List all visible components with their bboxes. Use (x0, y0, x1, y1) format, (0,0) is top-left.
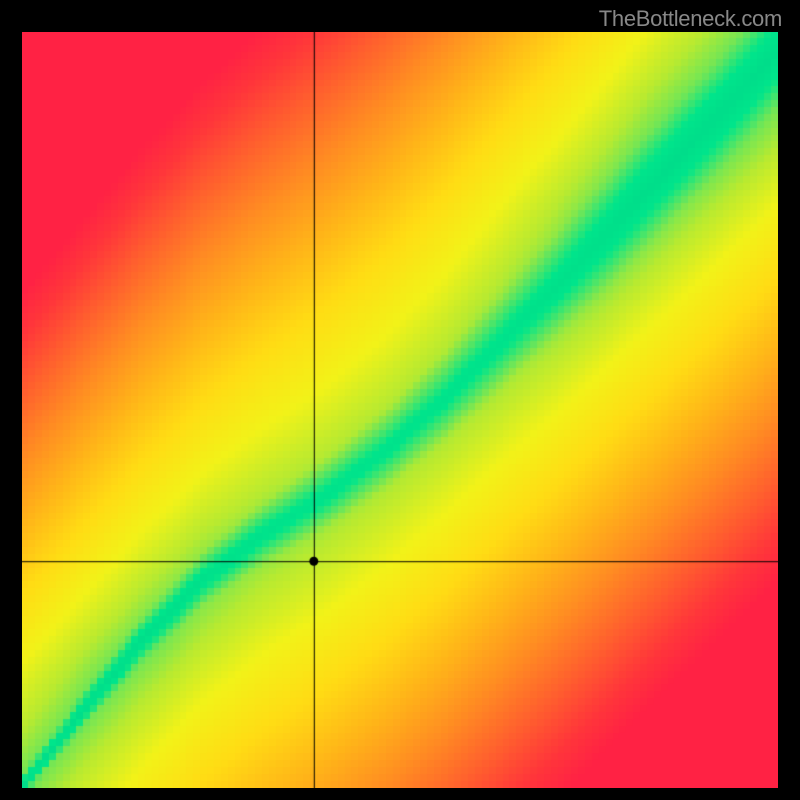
watermark-text: TheBottleneck.com (599, 6, 782, 32)
bottleneck-heatmap (22, 32, 778, 788)
